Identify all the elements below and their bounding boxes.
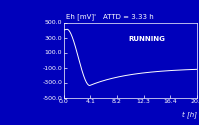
Text: Eh [mV]': Eh [mV]' (66, 13, 96, 20)
Text: ATTD = 3.33 h: ATTD = 3.33 h (103, 14, 154, 20)
Text: t [h]: t [h] (182, 111, 197, 118)
Text: RUNNING: RUNNING (128, 36, 165, 42)
